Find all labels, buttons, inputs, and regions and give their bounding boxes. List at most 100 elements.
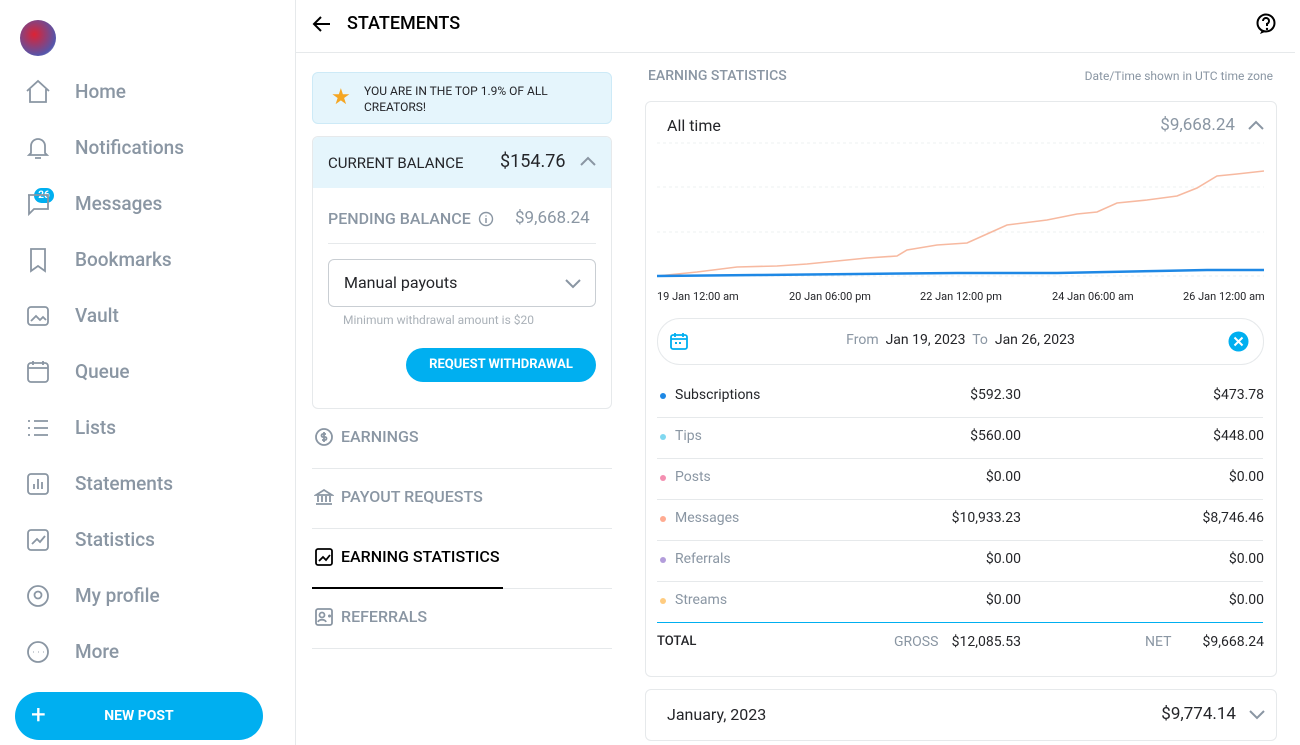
- rank-text: YOU ARE IN THE TOP 1.9% OF ALL CREATORS!: [364, 84, 548, 114]
- month-card[interactable]: January, 2023 $9,774.14: [645, 689, 1277, 741]
- x-tick-label: 24 Jan 06:00 am: [1052, 290, 1134, 303]
- stats-heading: EARNING STATISTICS: [648, 68, 787, 84]
- nav-icon[interactable]: [24, 134, 52, 162]
- tab-icon[interactable]: [314, 487, 334, 507]
- earnings-chart: [657, 142, 1264, 278]
- net-label: NET: [1145, 634, 1172, 650]
- nav-item[interactable]: Bookmarks: [75, 248, 172, 271]
- nav-item[interactable]: My profile: [75, 584, 160, 607]
- tab[interactable]: REFERRALS: [341, 607, 428, 626]
- subscriptions-line: [657, 268, 1264, 278]
- nav-item[interactable]: Home: [75, 80, 126, 103]
- nav-icon[interactable]: [24, 358, 52, 386]
- row-dot: [660, 475, 666, 481]
- stats-card: [645, 101, 1277, 677]
- tab[interactable]: EARNING STATISTICS: [341, 547, 500, 566]
- pending-balance-value: $9,668.24: [515, 208, 590, 228]
- row-dot: [660, 516, 666, 522]
- request-withdrawal-button[interactable]: REQUEST WITHDRAWAL: [406, 348, 596, 382]
- row-divider: [657, 499, 1263, 500]
- gross-total: $12,085.53: [951, 634, 1021, 650]
- nav-item[interactable]: Queue: [75, 360, 130, 383]
- x-tick-label: 19 Jan 12:00 am: [657, 290, 739, 303]
- tab-icon[interactable]: [314, 427, 334, 447]
- nav-item[interactable]: Notifications: [75, 136, 184, 159]
- nav-item[interactable]: Vault: [75, 304, 119, 327]
- info-icon[interactable]: [478, 211, 494, 227]
- row-gross: $0.00: [985, 469, 1021, 485]
- new-post-label: NEW POST: [104, 708, 174, 724]
- row-net: $0.00: [1228, 551, 1264, 567]
- tab-divider: [312, 648, 612, 649]
- row-divider: [657, 581, 1263, 582]
- tab[interactable]: PAYOUT REQUESTS: [341, 487, 483, 506]
- row-net: $8,746.46: [1202, 510, 1264, 526]
- tab-icon[interactable]: [314, 547, 334, 567]
- nav-item[interactable]: Lists: [75, 416, 116, 439]
- nav-icon[interactable]: [24, 190, 52, 218]
- nav-icon[interactable]: [24, 526, 52, 554]
- tab-divider: [312, 528, 612, 529]
- rank-banner: ★ YOU ARE IN THE TOP 1.9% OF ALL CREATOR…: [312, 72, 612, 124]
- new-post-button[interactable]: + NEW POST: [15, 692, 263, 740]
- row-name: Posts: [675, 469, 711, 485]
- row-name: Tips: [675, 428, 702, 444]
- current-balance-value: $154.76: [500, 151, 566, 172]
- nav-icon[interactable]: [24, 78, 52, 106]
- plus-icon: +: [31, 700, 46, 730]
- tab-icon[interactable]: [314, 607, 334, 627]
- row-name: Subscriptions: [675, 387, 761, 403]
- collapse-icon[interactable]: [1248, 119, 1264, 131]
- row-dot: [660, 393, 666, 399]
- row-divider: [657, 417, 1263, 418]
- row-net: $0.00: [1228, 469, 1264, 485]
- collapse-icon: [580, 156, 596, 166]
- calendar-icon[interactable]: [669, 331, 689, 351]
- date-range[interactable]: From Jan 19, 2023 To Jan 26, 2023: [657, 318, 1264, 365]
- current-balance-bar[interactable]: [313, 137, 611, 188]
- row-dot: [660, 557, 666, 563]
- row-divider: [657, 540, 1263, 541]
- chart-grid: [657, 142, 1264, 277]
- nav-item[interactable]: Messages: [75, 192, 163, 215]
- total-divider: [657, 622, 1263, 623]
- period-total: $9,668.24: [1160, 115, 1235, 135]
- payout-select[interactable]: Manual payouts: [328, 259, 596, 307]
- payout-method: Manual payouts: [344, 273, 458, 292]
- row-gross: $10,933.23: [951, 510, 1021, 526]
- nav-item[interactable]: Statistics: [75, 528, 155, 551]
- from-date: Jan 19, 2023: [885, 332, 966, 348]
- min-withdrawal-note: Minimum withdrawal amount is $20: [343, 313, 534, 327]
- avatar[interactable]: [20, 20, 56, 56]
- x-tick-label: 26 Jan 12:00 am: [1183, 290, 1265, 303]
- period-label[interactable]: All time: [667, 116, 721, 135]
- tab[interactable]: EARNINGS: [341, 427, 419, 446]
- dropdown-icon: [565, 279, 581, 289]
- tab-divider: [312, 468, 612, 469]
- nav-icon[interactable]: [24, 638, 52, 666]
- balance-card: CURRENT BALANCE $154.76 PENDING BALANCE …: [312, 136, 612, 409]
- net-total: $9,668.24: [1202, 634, 1264, 650]
- timezone-note: Date/Time shown in UTC time zone: [1084, 69, 1273, 83]
- row-dot: [660, 598, 666, 604]
- nav-item[interactable]: More: [75, 640, 120, 663]
- clear-date-button[interactable]: [1228, 331, 1249, 352]
- nav-icon[interactable]: [24, 246, 52, 274]
- row-net: $473.78: [1213, 387, 1264, 403]
- row-divider: [657, 458, 1263, 459]
- help-icon[interactable]: [1255, 13, 1277, 35]
- to-date: Jan 26, 2023: [994, 332, 1075, 348]
- row-dot: [660, 434, 666, 440]
- messages-line: [657, 170, 1264, 277]
- nav-icon[interactable]: [24, 582, 52, 610]
- back-arrow[interactable]: [312, 14, 332, 34]
- row-name: Streams: [675, 592, 728, 608]
- x-tick-label: 20 Jan 06:00 pm: [789, 290, 871, 303]
- nav-icon[interactable]: [24, 302, 52, 330]
- nav-icon[interactable]: [24, 414, 52, 442]
- nav-item[interactable]: Statements: [75, 472, 173, 495]
- nav-icon[interactable]: [24, 470, 52, 498]
- row-net: $448.00: [1213, 428, 1264, 444]
- current-balance-label: CURRENT BALANCE: [328, 154, 464, 172]
